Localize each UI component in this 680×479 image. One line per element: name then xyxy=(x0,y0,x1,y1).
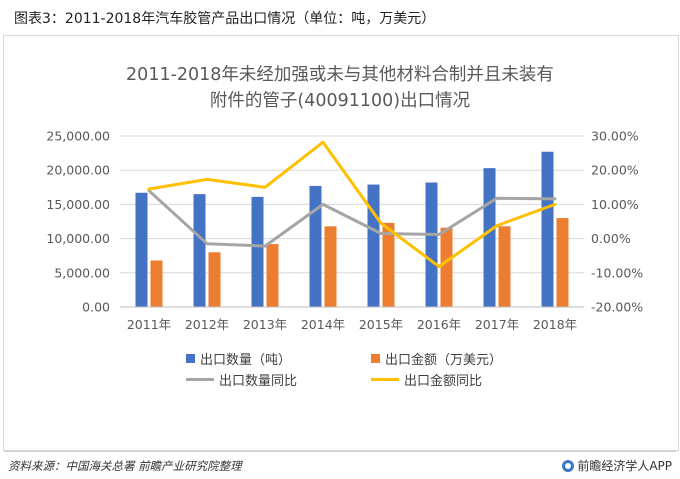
bar-export-quantity xyxy=(483,168,496,307)
legend: 出口数量（吨） 出口金额（万美元） 出口数量同比 出口金额同比 xyxy=(186,349,566,389)
x-tick-label: 2014年 xyxy=(301,317,345,332)
figure-caption: 图表3：2011-2018年汽车胶管产品出口情况（单位：吨，万美元） xyxy=(14,11,436,27)
legend-item-value: 出口金额（万美元） xyxy=(371,349,502,368)
bar-export-quantity xyxy=(541,151,554,307)
legend-item-value-yoy: 出口金额同比 xyxy=(371,370,482,389)
y-left-tick-label: 25,000.00 xyxy=(46,129,110,144)
line-quantity-yoy xyxy=(147,189,557,248)
bar-export-quantity xyxy=(251,196,264,307)
bar-export-value xyxy=(498,226,511,307)
bar-export-value xyxy=(150,260,163,307)
bar-export-value xyxy=(556,218,569,307)
y-right-tick-label: -20.00% xyxy=(591,300,643,315)
brand: 前瞻经济学人APP xyxy=(562,457,672,474)
bar-export-quantity xyxy=(309,185,322,307)
y-right-tick-label: 0.00% xyxy=(591,231,631,246)
chart-title-line-1: 2011-2018年未经加强或未与其他材料合制并且未装有 xyxy=(126,65,554,85)
legend-swatch-qty xyxy=(186,354,195,363)
y-left-tick-label: 10,000.00 xyxy=(46,231,110,246)
y-left-tick-label: 15,000.00 xyxy=(46,197,110,212)
x-tick-label: 2015年 xyxy=(359,317,403,332)
source-note: 资料来源：中国海关总署 前瞻产业研究院整理 xyxy=(8,459,242,473)
x-tick-label: 2012年 xyxy=(185,317,229,332)
legend-label-qty-yoy: 出口数量同比 xyxy=(219,374,298,389)
bar-layer xyxy=(135,151,569,307)
legend-label-value: 出口金额（万美元） xyxy=(385,353,503,368)
line-layer xyxy=(147,140,557,269)
x-tick-label: 2011年 xyxy=(127,317,171,332)
brand-logo-icon xyxy=(562,459,575,472)
x-tick-label: 2013年 xyxy=(243,317,287,332)
bar-export-value xyxy=(440,227,453,307)
footer: 资料来源：中国海关总署 前瞻产业研究院整理 前瞻经济学人APP xyxy=(4,451,676,479)
legend-label-qty: 出口数量（吨） xyxy=(200,353,292,368)
y-left-tick-label: 5,000.00 xyxy=(54,265,110,280)
x-axis: 2011年 2012年 2013年 2014年 2015年 2016年 2017年 2018年 xyxy=(120,306,584,332)
bar-export-value xyxy=(208,252,221,307)
legend-swatch-value-yoy xyxy=(371,378,399,381)
bar-export-value xyxy=(266,244,279,307)
y-axis-left: 0.00 5,000.00 10,000.00 15,000.00 20,000.00 2… xyxy=(46,129,110,315)
y-left-tick-label: 0.00 xyxy=(82,300,110,315)
y-right-tick-label: 10.00% xyxy=(591,197,639,212)
bar-export-quantity xyxy=(135,192,148,307)
brand-name: 前瞻经济学人APP xyxy=(577,459,672,473)
bar-export-value xyxy=(382,222,395,307)
legend-label-value-yoy: 出口金额同比 xyxy=(404,374,483,389)
y-right-tick-label: -10.00% xyxy=(591,265,643,280)
legend-swatch-qty-yoy xyxy=(186,378,214,381)
y-right-tick-label: 20.00% xyxy=(591,163,639,178)
bar-export-quantity xyxy=(193,194,206,307)
legend-item-qty: 出口数量（吨） xyxy=(186,349,291,368)
chart-title-line-2: 附件的管子(40091100)出口情况 xyxy=(209,91,471,111)
x-tick-label: 2017年 xyxy=(475,317,519,332)
y-axis-right: -20.00% -10.00% 0.00% 10.00% 20.00% 30.00% xyxy=(591,129,643,315)
x-tick-label: 2016年 xyxy=(417,317,461,332)
legend-swatch-value xyxy=(371,354,380,363)
bar-export-value xyxy=(324,226,337,307)
gridlines xyxy=(120,135,584,308)
x-tick-label: 2018年 xyxy=(533,317,577,332)
y-left-tick-label: 20,000.00 xyxy=(46,163,110,178)
bar-export-quantity xyxy=(425,182,438,307)
bar-export-quantity xyxy=(367,184,380,307)
legend-item-qty-yoy: 出口数量同比 xyxy=(186,370,297,389)
line-value-yoy xyxy=(147,140,557,269)
y-right-tick-label: 30.00% xyxy=(591,129,639,144)
